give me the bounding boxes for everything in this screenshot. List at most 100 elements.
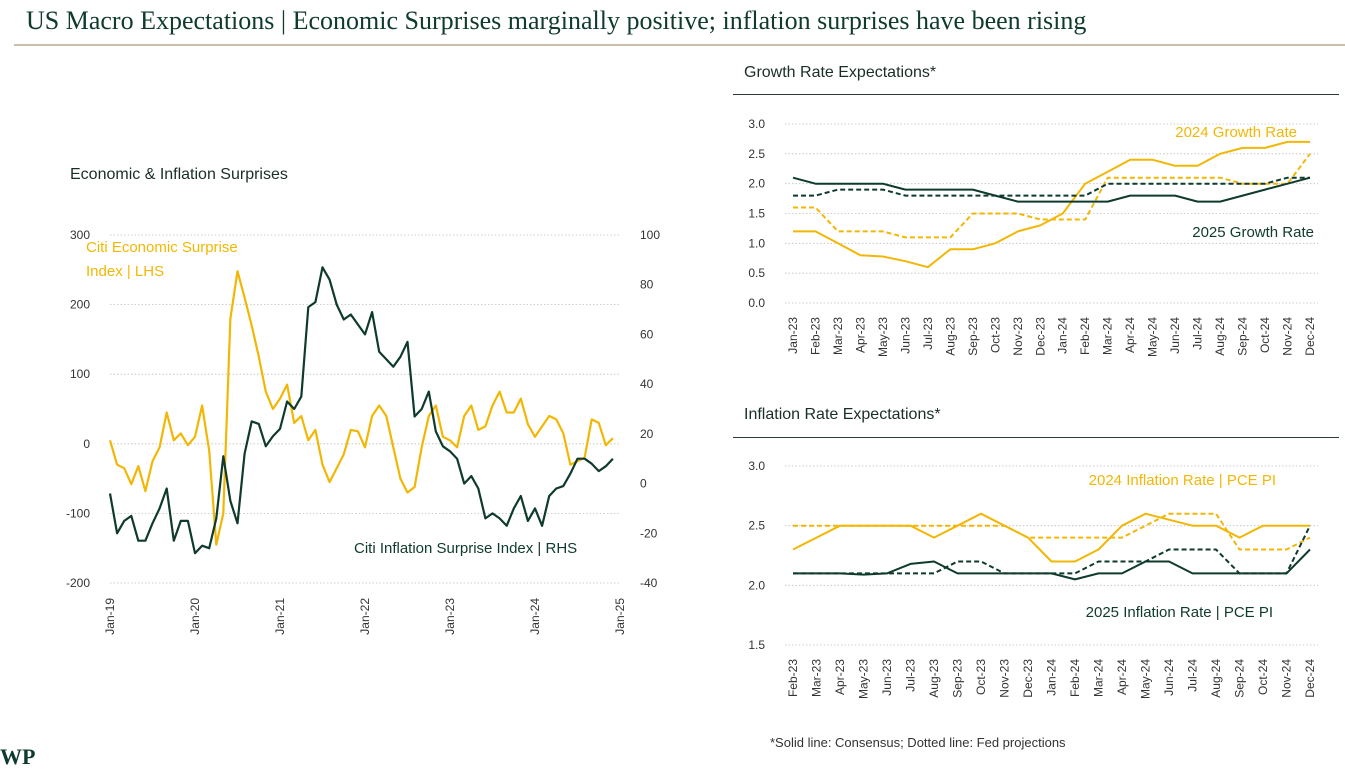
inflation-x-tick-label: Dec-23 [1021, 659, 1035, 698]
growth-x-tick-label: Dec-24 [1303, 317, 1317, 356]
economic-surprise-label-line1: Citi Economic Surprise [86, 239, 238, 256]
growth-x-tick-label: Jul-24 [1191, 317, 1205, 350]
growth-x-tick-label: Apr-24 [1123, 317, 1137, 353]
growth-2025-growth-rate-fed-line [793, 176, 1310, 197]
inflation-surprise-label: Citi Inflation Surprise Index | RHS [354, 540, 577, 557]
growth-x-tick-label: Mar-23 [831, 317, 845, 355]
inflation-y-tick-label: 3.0 [748, 459, 765, 473]
growth-2025-label: 2025 Growth Rate [1192, 224, 1314, 241]
surprises-right-tick-label: 60 [640, 327, 654, 341]
growth-x-tick-label: May-23 [876, 317, 890, 357]
inflation-y-tick-label: 1.5 [748, 638, 765, 652]
brand-logo: WP [0, 744, 36, 769]
surprises-x-tick-label: Jan-25 [613, 598, 627, 635]
surprises-x-tick-label: Jan-24 [528, 598, 542, 635]
inflation-2025-label: 2025 Inflation Rate | PCE PI [1086, 604, 1273, 621]
inflation-x-tick-label: Jul-24 [1186, 659, 1200, 692]
inflation-x-tick-label: Mar-23 [810, 659, 824, 697]
growth-x-tick-label: Feb-23 [808, 317, 822, 355]
growth-y-tick-label: 2.0 [748, 177, 765, 191]
inflation-chart-title: Inflation Rate Expectations* [744, 406, 941, 423]
inflation-x-tick-label: Sep-23 [951, 659, 965, 698]
growth-title-divider [733, 94, 1339, 95]
surprises-x-tick-label: Jan-21 [273, 598, 287, 635]
growth-x-tick-label: Sep-24 [1236, 317, 1250, 356]
growth-x-tick-label: May-24 [1146, 317, 1160, 357]
inflation-2024-label: 2024 Inflation Rate | PCE PI [1089, 472, 1276, 489]
surprises-right-tick-label: -40 [640, 576, 658, 590]
growth-x-tick-label: Nov-23 [1011, 317, 1025, 356]
growth-chart-title: Growth Rate Expectations* [744, 64, 937, 81]
inflation-x-tick-label: Aug-24 [1209, 659, 1223, 698]
inflation-x-tick-label: Oct-24 [1256, 659, 1270, 695]
surprises-right-tick-label: 80 [640, 278, 654, 292]
surprises-x-tick-label: Jan-20 [188, 598, 202, 635]
surprises-left-tick-label: 300 [70, 228, 90, 242]
footnote: *Solid line: Consensus; Dotted line: Fed… [770, 735, 1066, 750]
surprises-x-tick-label: Jan-19 [103, 598, 117, 635]
surprises-left-tick-label: 100 [70, 367, 90, 381]
growth-x-tick-label: Jul-23 [921, 317, 935, 350]
growth-x-tick-label: Mar-24 [1101, 317, 1115, 355]
surprises-right-tick-label: -20 [640, 526, 658, 540]
growth-x-tick-label: Oct-24 [1258, 317, 1272, 353]
growth-x-tick-label: Aug-24 [1213, 317, 1227, 356]
inflation-2024-inflation-rate-pce-pi-line [792, 512, 1310, 563]
surprises-right-tick-label: 100 [640, 228, 660, 242]
title-divider [14, 44, 1345, 46]
inflation-2024-inflation-rate-fed-line [793, 512, 1311, 551]
growth-2024-growth-rate-fed-line [793, 153, 1311, 239]
inflation-y-tick-label: 2.0 [748, 578, 765, 592]
inflation-x-tick-label: May-24 [1139, 659, 1153, 699]
growth-y-tick-label: 1.5 [748, 207, 765, 221]
growth-y-tick-label: 1.0 [748, 236, 765, 250]
inflation-x-tick-label: Apr-24 [1115, 659, 1129, 695]
inflation-x-tick-label: Nov-23 [998, 659, 1012, 698]
inflation-2025-inflation-rate-fed-line [793, 525, 1311, 575]
inflation-title-divider [733, 437, 1339, 438]
inflation-x-tick-label: May-23 [857, 659, 871, 699]
inflation-x-tick-label: Apr-23 [833, 659, 847, 695]
surprises-right-tick-label: 0 [640, 477, 647, 491]
inflation-x-tick-label: Oct-23 [974, 659, 988, 695]
growth-y-tick-label: 3.0 [748, 117, 765, 131]
inflation-x-tick-label: Jan-24 [1045, 659, 1059, 696]
growth-x-tick-label: Jan-24 [1056, 317, 1070, 354]
economic-surprise-line [108, 270, 614, 546]
economic-surprise-label-line2: Index | LHS [86, 263, 164, 280]
inflation-x-tick-label: Feb-24 [1068, 659, 1082, 697]
growth-y-tick-label: 0.5 [748, 266, 765, 280]
surprises-left-tick-label: 0 [83, 437, 90, 451]
inflation-2025-inflation-rate-pce-pi-line [793, 548, 1311, 581]
growth-x-tick-label: Sep-23 [966, 317, 980, 356]
inflation-y-tick-label: 2.5 [748, 519, 765, 533]
growth-x-tick-label: Aug-23 [943, 317, 957, 356]
surprises-left-tick-label: 200 [70, 298, 90, 312]
surprises-right-tick-label: 20 [640, 427, 654, 441]
growth-x-tick-label: Nov-24 [1281, 317, 1295, 356]
growth-y-tick-label: 2.5 [748, 147, 765, 161]
surprises-right-tick-label: 40 [640, 377, 654, 391]
inflation-x-tick-label: Sep-24 [1233, 659, 1247, 698]
page-title: US Macro Expectations | Economic Surpris… [26, 6, 1087, 35]
inflation-x-tick-label: Nov-24 [1280, 659, 1294, 698]
inflation-x-tick-label: Feb-23 [786, 659, 800, 697]
inflation-surprise-line [108, 266, 614, 555]
surprises-chart-title: Economic & Inflation Surprises [70, 166, 288, 183]
growth-x-tick-label: Jun-23 [898, 317, 912, 354]
growth-x-tick-label: Jun-24 [1168, 317, 1182, 354]
growth-2024-label: 2024 Growth Rate [1175, 124, 1297, 141]
inflation-x-tick-label: Jun-24 [1162, 659, 1176, 696]
growth-2025-growth-rate-line [792, 176, 1311, 203]
growth-x-tick-label: Jan-23 [786, 317, 800, 354]
surprises-x-tick-label: Jan-23 [443, 598, 457, 635]
inflation-x-tick-label: Jul-23 [904, 659, 918, 692]
growth-y-tick-label: 0.0 [748, 296, 765, 310]
growth-x-tick-label: Feb-24 [1078, 317, 1092, 355]
surprises-left-tick-label: -200 [66, 576, 90, 590]
inflation-x-tick-label: Mar-24 [1092, 659, 1106, 697]
growth-x-tick-label: Oct-23 [988, 317, 1002, 353]
